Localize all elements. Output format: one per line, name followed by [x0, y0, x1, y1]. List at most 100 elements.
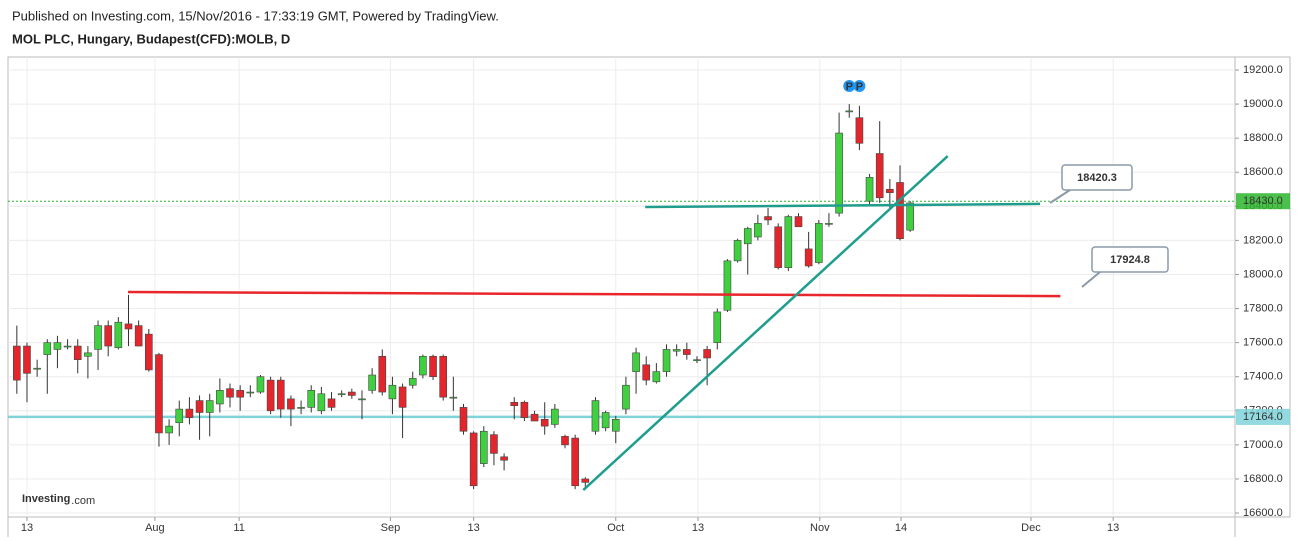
candle-body [287, 398, 295, 410]
candle-body [886, 188, 894, 193]
price-label-box [1236, 193, 1290, 210]
candle-body [855, 117, 864, 144]
candle-body [581, 478, 590, 483]
y-tick-label: 19200.0 [1243, 64, 1283, 76]
callout-pointer [1081, 271, 1101, 288]
y-tick-label: 16600.0 [1243, 507, 1283, 519]
candle-body [479, 430, 488, 464]
candle-body [124, 323, 133, 330]
x-tick-label: Nov [810, 522, 830, 534]
candle-body [84, 352, 92, 357]
candle-body [804, 248, 813, 267]
candle-body [743, 228, 752, 245]
candle-body [368, 374, 376, 391]
callout-text: 17924.8 [1110, 254, 1150, 266]
candle-body [632, 352, 640, 372]
y-tick-label: 19000.0 [1243, 98, 1283, 110]
candle-body [144, 333, 153, 371]
candle-body [226, 388, 234, 398]
event-marker [853, 80, 866, 92]
candle-body [459, 407, 468, 432]
candle-body [683, 349, 691, 355]
candle-body [713, 311, 722, 343]
candle-body [561, 436, 569, 446]
callout-text: 18420.3 [1077, 172, 1117, 184]
candle-body [774, 226, 782, 268]
y-tick-label: 17400.0 [1243, 371, 1283, 383]
candle-body [540, 419, 549, 427]
candle-body [754, 223, 762, 238]
x-tick-label: Dec [1021, 522, 1041, 534]
y-tick-label: 16800.0 [1243, 473, 1283, 485]
candle-body [896, 182, 904, 239]
x-tick-label: 13 [692, 522, 704, 534]
candle-body [642, 364, 651, 381]
candle-body [256, 376, 265, 393]
candle-body [591, 400, 600, 432]
candle-body [865, 177, 874, 202]
trend-line [582, 155, 949, 491]
candle-body [490, 434, 498, 454]
candle-body [825, 223, 833, 225]
candle-body [398, 386, 407, 408]
candle-body [388, 384, 397, 400]
candle-body [378, 355, 387, 393]
trend-line [127, 290, 1061, 298]
candle-body [266, 379, 275, 412]
price-label-box [1236, 408, 1290, 425]
candle-body [317, 393, 326, 412]
candle-body [236, 390, 244, 398]
candle-body [348, 391, 356, 396]
candle-body [23, 345, 31, 374]
candle-body [114, 321, 123, 349]
candle-body [622, 384, 630, 410]
candle-body [469, 432, 478, 487]
candle-body [601, 412, 610, 429]
plot-frame [7, 56, 1291, 518]
price-label: 18430.0 [1243, 195, 1283, 207]
candle-body [53, 342, 62, 350]
candle-body [134, 325, 143, 347]
x-tick-label: Aug [145, 522, 165, 534]
x-tick-label: 11 [233, 522, 244, 534]
x-tick-label: 13 [1107, 522, 1119, 534]
event-marker [843, 80, 856, 92]
candle-body [327, 398, 336, 408]
x-tick-label: Sep [381, 522, 401, 534]
y-tick-label: 18800.0 [1243, 132, 1283, 144]
candle-body [408, 378, 417, 386]
candle-body [439, 355, 447, 398]
candle-body [43, 342, 52, 355]
candle-body [155, 354, 163, 434]
candle-body [175, 408, 184, 424]
candle-body [551, 408, 559, 425]
callout-box [1061, 164, 1133, 191]
candle-body [94, 325, 102, 350]
candle-body [13, 345, 21, 381]
y-tick-label: 17000.0 [1243, 439, 1283, 451]
candle-body [337, 393, 346, 396]
x-tick-label: 14 [895, 522, 907, 534]
x-tick-label: Oct [607, 522, 624, 534]
price-label: 17164.0 [1243, 411, 1283, 423]
candle-body [358, 398, 366, 401]
candle-body [216, 390, 224, 405]
candle-body [652, 371, 661, 383]
candle-body [784, 216, 793, 268]
candle-body [500, 456, 508, 461]
x-tick-label: 13 [468, 522, 480, 534]
candle-body [693, 359, 701, 361]
candle-body [875, 153, 884, 199]
candle-body [611, 419, 620, 432]
candle-body [165, 425, 173, 434]
candle-body [703, 349, 711, 359]
y-tick-label: 18200.0 [1243, 234, 1283, 246]
chart-title: MOL PLC, Hungary, Budapest(CFD):MOLB, D [12, 31, 290, 46]
candle-body [723, 260, 732, 311]
event-label: P [846, 81, 853, 93]
candle-body [733, 240, 742, 262]
candle-body [662, 349, 671, 372]
candle-body [764, 216, 772, 221]
candle-body [906, 202, 914, 231]
candle-body [419, 355, 427, 376]
